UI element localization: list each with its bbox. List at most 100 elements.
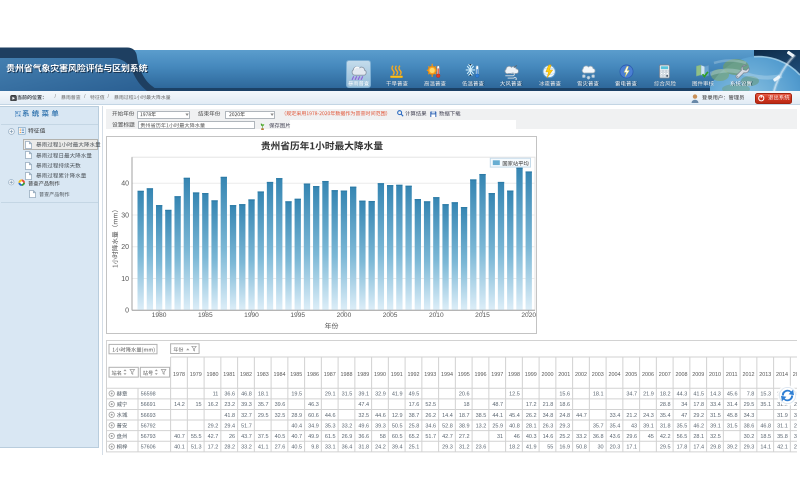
svg-text:40.7: 40.7: [291, 434, 302, 440]
svg-text:26.2: 26.2: [526, 413, 537, 419]
svg-text:31.8: 31.8: [660, 423, 671, 429]
svg-text:60.6: 60.6: [308, 413, 319, 419]
svg-text:46.3: 46.3: [308, 402, 319, 408]
svg-text:60.5: 60.5: [392, 434, 403, 440]
svg-text:10: 10: [121, 276, 129, 283]
svg-text:2007: 2007: [659, 372, 671, 378]
svg-text:40.5: 40.5: [275, 434, 286, 440]
svg-text:39.2: 39.2: [727, 445, 738, 451]
svg-text:12.5: 12.5: [509, 392, 520, 398]
svg-text:31.4: 31.4: [727, 402, 738, 408]
svg-text:25.8: 25.8: [409, 423, 420, 429]
svg-text:1991: 1991: [391, 372, 403, 378]
svg-text:13.2: 13.2: [476, 423, 487, 429]
svg-text:1987: 1987: [324, 372, 336, 378]
svg-text:31.5: 31.5: [727, 423, 738, 429]
svg-text:18.5: 18.5: [760, 434, 771, 440]
svg-text:56.5: 56.5: [677, 434, 688, 440]
svg-text:32.5: 32.5: [275, 413, 286, 419]
svg-text:51.7: 51.7: [425, 434, 436, 440]
svg-text:15: 15: [195, 402, 201, 408]
svg-text:17.8: 17.8: [677, 445, 688, 451]
svg-text:11: 11: [213, 392, 219, 398]
svg-text:42.2: 42.2: [660, 434, 671, 440]
svg-text:29.1: 29.1: [325, 392, 336, 398]
svg-text:39.1: 39.1: [710, 423, 721, 429]
svg-text:33.2: 33.2: [241, 445, 252, 451]
svg-text:2009: 2009: [692, 372, 704, 378]
svg-text:2015: 2015: [475, 312, 490, 319]
svg-text:56793: 56793: [141, 434, 156, 440]
svg-text:44.6: 44.6: [325, 413, 336, 419]
svg-text:1993: 1993: [424, 372, 436, 378]
svg-text:34.6: 34.6: [425, 423, 436, 429]
svg-text:58: 58: [380, 434, 386, 440]
svg-text:43.7: 43.7: [241, 434, 252, 440]
svg-text:40.1: 40.1: [174, 445, 185, 451]
svg-text:20: 20: [121, 244, 129, 251]
svg-text:44.6: 44.6: [375, 413, 386, 419]
svg-text:46.2: 46.2: [693, 423, 704, 429]
svg-text:20.6: 20.6: [459, 392, 470, 398]
svg-text:40.4: 40.4: [291, 423, 302, 429]
svg-text:2010: 2010: [428, 312, 443, 319]
svg-text:31.5: 31.5: [342, 392, 353, 398]
svg-text:41.8: 41.8: [224, 413, 235, 419]
svg-text:25.2: 25.2: [559, 434, 570, 440]
svg-text:44.1: 44.1: [492, 413, 503, 419]
svg-text:49.9: 49.9: [308, 434, 319, 440]
svg-text:56691: 56691: [141, 402, 156, 408]
svg-text:29.5: 29.5: [258, 413, 269, 419]
svg-text:29.3: 29.3: [744, 445, 755, 451]
svg-text:27.6: 27.6: [275, 445, 286, 451]
svg-text:33.4: 33.4: [610, 413, 621, 419]
svg-text:26.9: 26.9: [342, 434, 353, 440]
svg-text:42.7: 42.7: [442, 434, 453, 440]
svg-text:1980: 1980: [206, 372, 218, 378]
svg-text:55: 55: [547, 445, 553, 451]
svg-text:38.5: 38.5: [476, 413, 487, 419]
svg-text:21.9: 21.9: [643, 392, 654, 398]
svg-text:9.8: 9.8: [311, 445, 319, 451]
svg-text:29.8: 29.8: [710, 445, 721, 451]
svg-text:17.2: 17.2: [526, 402, 537, 408]
svg-text:31.6: 31.6: [794, 434, 797, 440]
svg-text:2001: 2001: [558, 372, 570, 378]
svg-text:39.1: 39.1: [358, 392, 369, 398]
svg-text:1985: 1985: [290, 372, 302, 378]
svg-text:2005: 2005: [625, 372, 637, 378]
svg-text:2011: 2011: [726, 372, 738, 378]
svg-text:39.4: 39.4: [392, 445, 403, 451]
svg-text:2010: 2010: [709, 372, 721, 378]
svg-text:17.2: 17.2: [208, 445, 219, 451]
svg-text:32.7: 32.7: [241, 413, 252, 419]
svg-text:15.3: 15.3: [760, 392, 771, 398]
svg-text:35.5: 35.5: [677, 423, 688, 429]
svg-text:35.7: 35.7: [593, 423, 604, 429]
svg-text:37.5: 37.5: [258, 434, 269, 440]
svg-text:18.1: 18.1: [258, 392, 269, 398]
svg-text:1988: 1988: [340, 372, 352, 378]
svg-text:32.5: 32.5: [710, 434, 721, 440]
svg-text:29.5: 29.5: [744, 402, 755, 408]
svg-text:41.1: 41.1: [258, 445, 269, 451]
svg-text:19.5: 19.5: [291, 392, 302, 398]
svg-text:35.4: 35.4: [660, 413, 671, 419]
svg-text:1984: 1984: [273, 372, 285, 378]
svg-text:29.2: 29.2: [693, 413, 704, 419]
svg-text:29.7: 29.7: [794, 445, 797, 451]
svg-text:34.8: 34.8: [543, 413, 554, 419]
svg-text:28.3: 28.3: [794, 423, 797, 429]
svg-text:47: 47: [681, 413, 687, 419]
svg-text:15.6: 15.6: [559, 392, 570, 398]
svg-text:17.4: 17.4: [693, 445, 704, 451]
svg-text:32.9: 32.9: [375, 392, 386, 398]
svg-text:41.9: 41.9: [392, 392, 403, 398]
svg-text:36.8: 36.8: [593, 434, 604, 440]
svg-text:52.8: 52.8: [442, 423, 453, 429]
svg-text:1990: 1990: [244, 312, 259, 319]
svg-text:40: 40: [121, 180, 129, 187]
svg-text:61.5: 61.5: [325, 434, 336, 440]
svg-text:33.4: 33.4: [710, 402, 721, 408]
svg-text:41.9: 41.9: [526, 445, 537, 451]
